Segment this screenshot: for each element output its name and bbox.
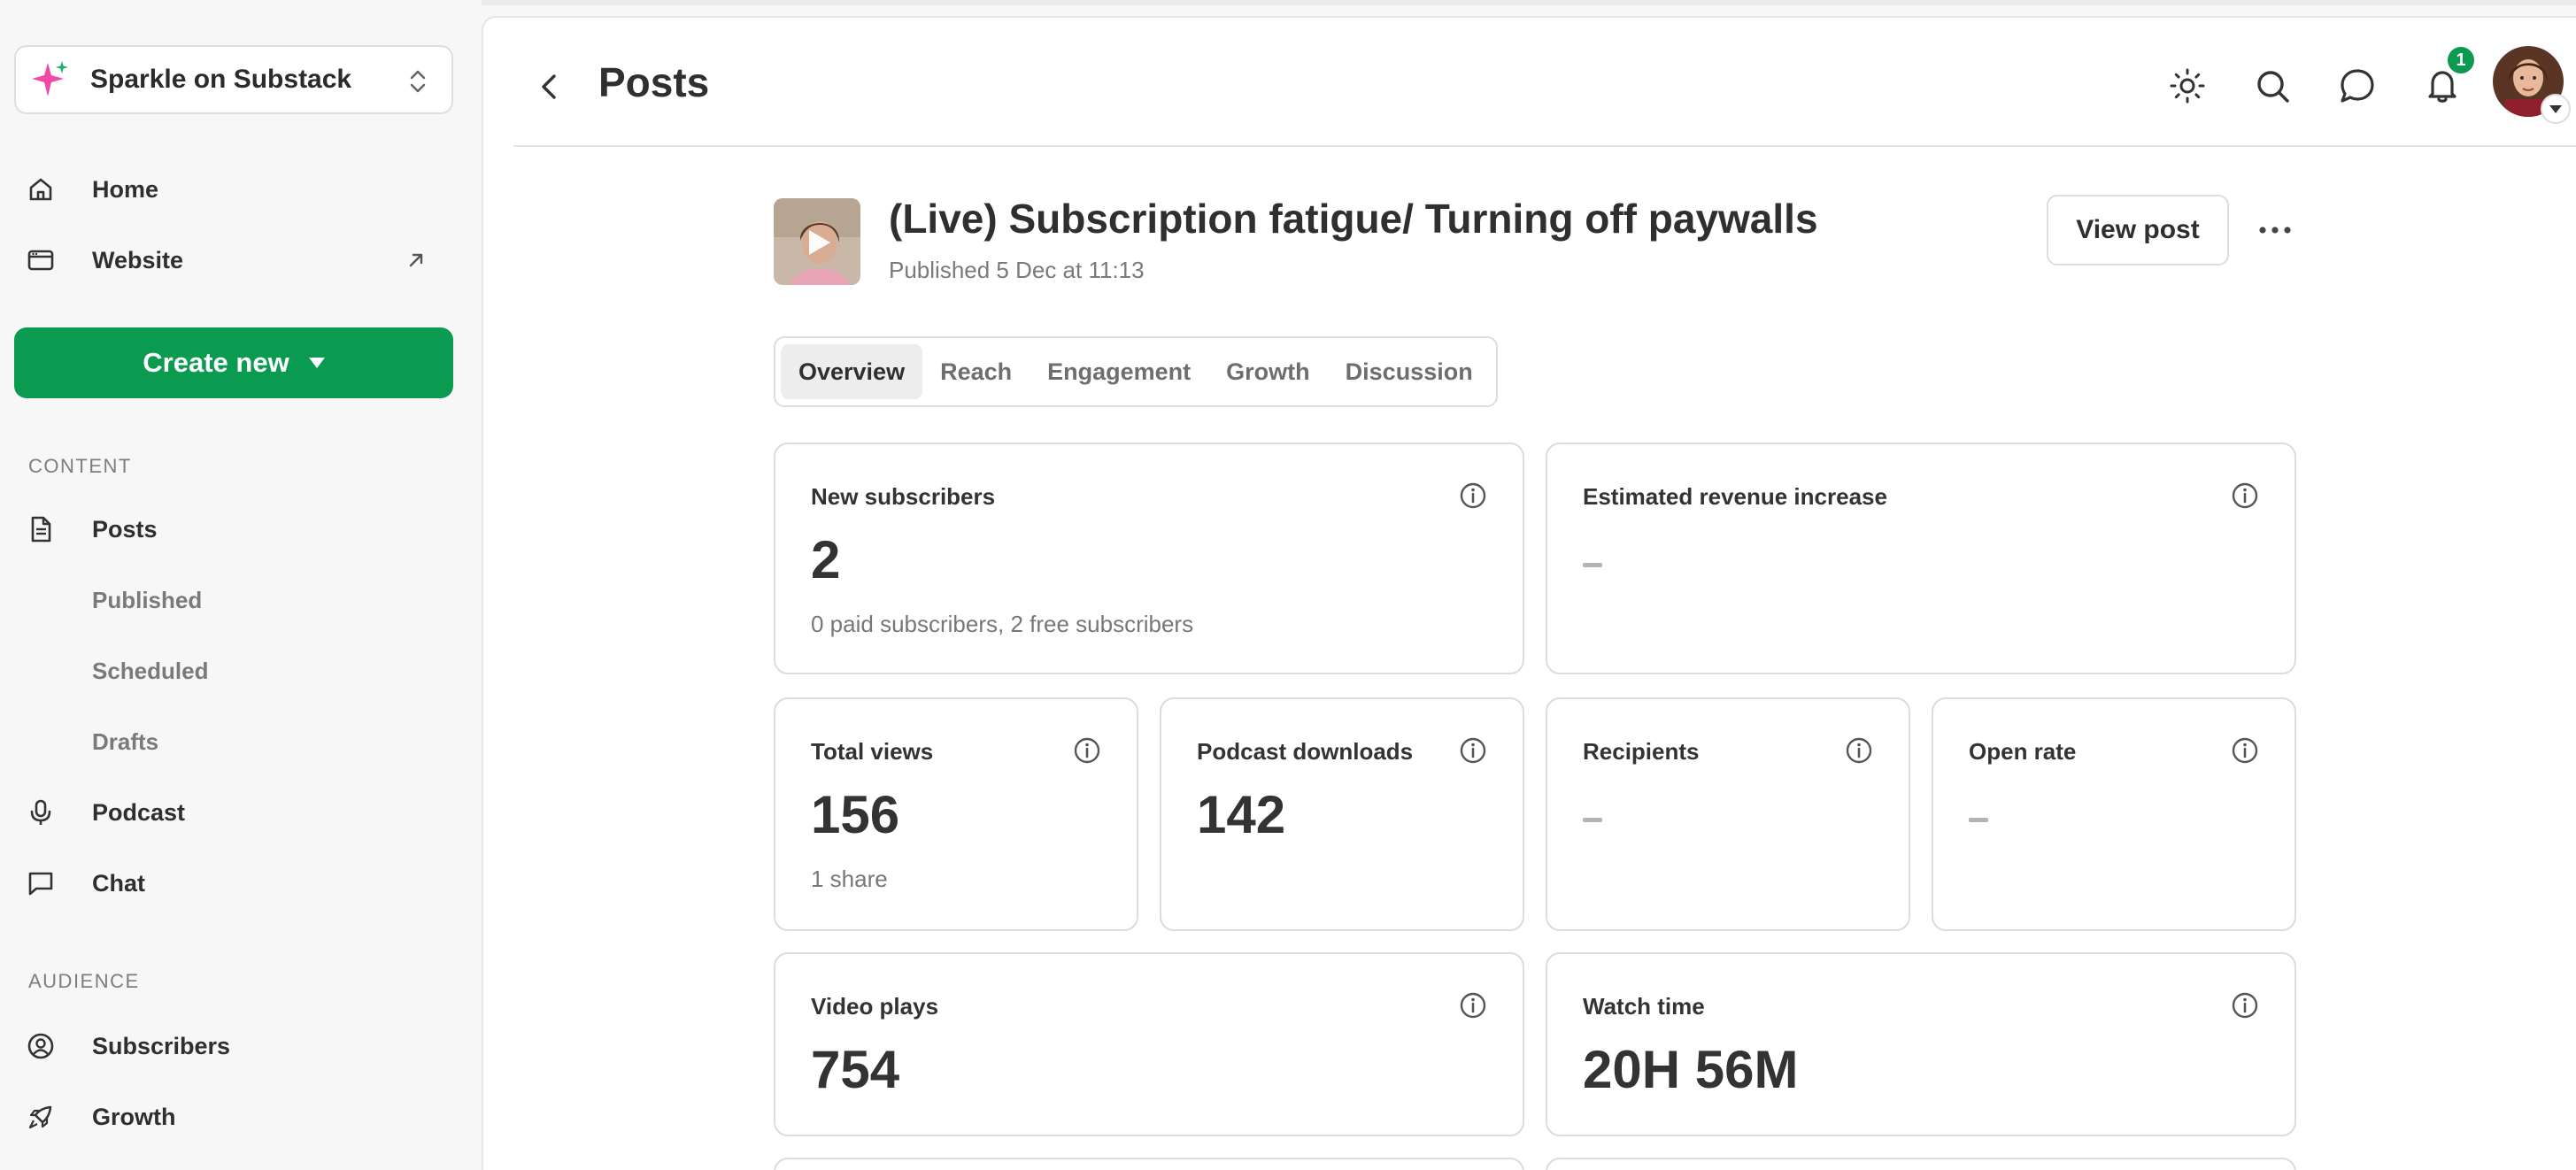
stat-value: 20H 56M: [1583, 1040, 1799, 1099]
info-icon[interactable]: [1845, 736, 1873, 765]
stat-card-podcast-downloads: Podcast downloads 142: [1160, 697, 1524, 931]
stat-subtext: 0 paid subscribers, 2 free subscribers: [811, 611, 1194, 637]
account-menu-caret[interactable]: [2541, 94, 2571, 124]
create-new-button[interactable]: Create new: [14, 327, 453, 398]
sidebar-subitem-published[interactable]: Published: [92, 586, 203, 613]
page-title: Posts: [598, 59, 710, 105]
sidebar-item-website[interactable]: Website: [27, 234, 443, 287]
section-label-audience: AUDIENCE: [28, 970, 140, 992]
sidebar-item-label: Website: [92, 246, 184, 273]
stat-card-partial: [1546, 1158, 2296, 1170]
empty-value-dash: [1969, 818, 1988, 822]
info-icon[interactable]: [2231, 736, 2259, 765]
sidebar-subitem-drafts[interactable]: Drafts: [92, 727, 159, 755]
sidebar-item-label: Subscribers: [92, 1032, 231, 1059]
notification-bell-icon[interactable]: [2422, 65, 2463, 106]
empty-value-dash: [1583, 563, 1602, 567]
stat-label: Recipients: [1583, 738, 1700, 765]
stat-label: Podcast downloads: [1197, 738, 1414, 765]
rocket-icon: [28, 1105, 52, 1129]
sidebar-item-home[interactable]: Home: [27, 163, 443, 216]
sidebar-item-growth[interactable]: Growth: [27, 1090, 443, 1143]
tab-discussion[interactable]: Discussion: [1345, 358, 1473, 385]
back-arrow-icon[interactable]: [535, 69, 565, 104]
sparkle-logo-icon: [32, 61, 68, 96]
post-stats-tabs: Overview Reach Engagement Growth Discuss…: [774, 336, 1498, 407]
more-options-icon[interactable]: [2254, 216, 2296, 244]
stat-value: 754: [811, 1040, 900, 1099]
external-link-arrow-icon: [409, 253, 423, 267]
chevron-updown-icon: [410, 70, 426, 93]
publication-switcher[interactable]: Sparkle on Substack: [14, 45, 453, 114]
video-thumbnail-play-icon: [774, 198, 860, 285]
sidebar-item-podcast[interactable]: Podcast: [27, 786, 443, 839]
stat-card-open-rate: Open rate: [1932, 697, 2296, 931]
tab-growth[interactable]: Growth: [1226, 358, 1310, 385]
stat-value: 2: [811, 530, 841, 589]
sidebar-item-label: Chat: [92, 869, 145, 897]
stat-label: Video plays: [811, 993, 939, 1020]
stat-label: Total views: [811, 738, 934, 765]
microphone-icon: [30, 799, 51, 825]
stat-label: Open rate: [1969, 738, 2077, 765]
main-panel: Posts 1: [482, 16, 2576, 1170]
tab-reach[interactable]: Reach: [940, 358, 1013, 385]
stat-card-total-views: Total views 156 1 share: [774, 697, 1138, 931]
sidebar-subitem-scheduled[interactable]: Scheduled: [92, 657, 209, 684]
user-circle-icon: [27, 1033, 54, 1059]
sidebar-item-label: Podcast: [92, 798, 186, 826]
document-icon: [31, 516, 51, 543]
stat-card-new-subscribers: New subscribers 2 0 paid subscribers, 2 …: [774, 443, 1524, 674]
tab-engagement[interactable]: Engagement: [1047, 358, 1192, 385]
create-new-label: Create new: [143, 347, 289, 378]
sidebar-item-label: Growth: [92, 1103, 176, 1130]
sidebar-item-subscribers[interactable]: Subscribers: [27, 1020, 443, 1073]
top-border: [0, 0, 2576, 5]
view-post-button[interactable]: View post: [2047, 195, 2229, 266]
sidebar-item-posts[interactable]: Posts: [27, 503, 443, 556]
avatar-photo-icon: [2493, 46, 2564, 117]
stat-subtext: 1 share: [811, 866, 888, 892]
post-published-date: Published 5 Dec at 11:13: [889, 257, 1145, 283]
home-icon: [29, 178, 52, 201]
info-icon[interactable]: [2231, 481, 2259, 510]
info-icon[interactable]: [1459, 991, 1487, 1020]
empty-value-dash: [1583, 818, 1602, 822]
chat-bubble-icon: [28, 872, 53, 896]
chat-bubble-icon[interactable]: [2337, 65, 2378, 106]
stat-label: New subscribers: [811, 483, 996, 510]
caret-down-icon: [308, 358, 325, 368]
stat-card-recipients: Recipients: [1546, 697, 1910, 931]
sidebar-item-chat[interactable]: Chat: [27, 857, 443, 910]
stat-label: Watch time: [1583, 993, 1705, 1020]
post-title: (Live) Subscription fatigue/ Turning off…: [889, 196, 1818, 242]
tab-overview[interactable]: Overview: [781, 344, 923, 399]
theme-toggle-sun-icon[interactable]: [2167, 65, 2208, 106]
sidebar-item-label: Posts: [92, 515, 158, 543]
stat-card-estimated-revenue: Estimated revenue increase: [1546, 443, 2296, 674]
search-icon[interactable]: [2252, 65, 2293, 106]
info-icon[interactable]: [2231, 991, 2259, 1020]
stat-label: Estimated revenue increase: [1583, 483, 1887, 510]
stat-card-video-plays: Video plays 754: [774, 952, 1524, 1136]
stat-value: 142: [1197, 785, 1286, 844]
stat-value: 156: [811, 785, 900, 844]
info-icon[interactable]: [1073, 736, 1101, 765]
stat-card-partial: [774, 1158, 1524, 1170]
sidebar: Sparkle on Substack Home Website: [0, 0, 482, 1170]
header-divider: [513, 145, 2576, 147]
info-icon[interactable]: [1459, 736, 1487, 765]
stat-card-watch-time: Watch time 20H 56M: [1546, 952, 2296, 1136]
publication-name: Sparkle on Substack: [90, 65, 352, 94]
info-icon[interactable]: [1459, 481, 1487, 510]
user-avatar[interactable]: [2493, 46, 2564, 117]
post-thumbnail[interactable]: [774, 198, 860, 285]
browser-window-icon: [27, 250, 54, 271]
caret-down-icon: [2549, 104, 2562, 113]
sidebar-item-label: Home: [92, 175, 159, 203]
section-label-content: CONTENT: [28, 455, 132, 477]
notification-badge: 1: [2445, 44, 2477, 76]
